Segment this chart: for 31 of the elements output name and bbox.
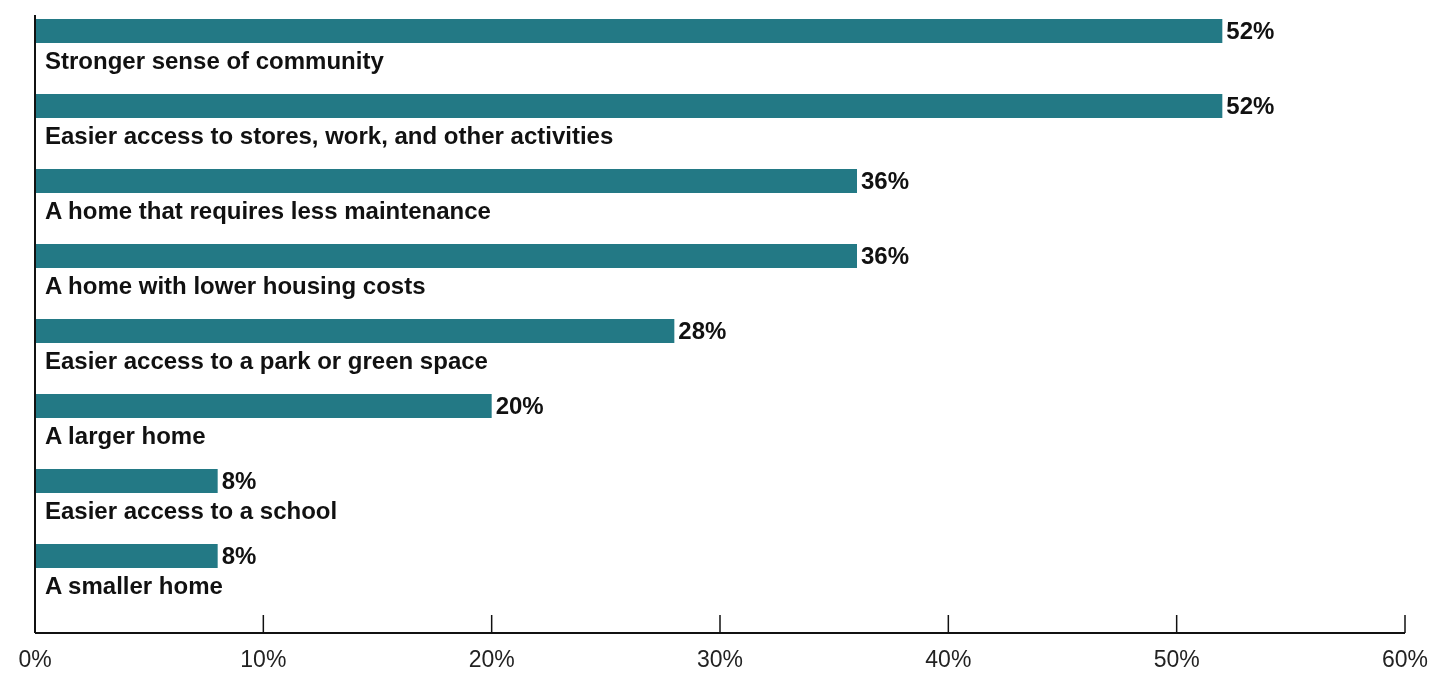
- bar: [35, 169, 857, 193]
- x-tick-label: 40%: [925, 646, 972, 672]
- y-tick-label: A smaller home: [45, 572, 223, 599]
- y-tick-label: Easier access to stores, work, and other activities: [45, 122, 614, 149]
- y-tick-label: Easier access to a school: [45, 497, 338, 524]
- y-tick-label: A larger home: [45, 422, 206, 449]
- bar: [35, 544, 218, 568]
- y-tick-label: A home that requires less maintenance: [45, 197, 491, 224]
- data-label: 52%: [1226, 92, 1275, 119]
- data-label: 36%: [861, 242, 910, 269]
- bar: [35, 244, 857, 268]
- x-tick-label: 60%: [1381, 646, 1429, 672]
- data-label: 20%: [495, 392, 544, 419]
- data-label: 36%: [861, 167, 910, 194]
- data-label: 8%: [221, 542, 257, 569]
- x-tick-label: 20%: [468, 646, 515, 672]
- y-tick-label: Easier access to a park or green space: [45, 347, 488, 374]
- data-label: 8%: [221, 467, 257, 494]
- bar: [35, 319, 675, 343]
- bar: [35, 394, 492, 418]
- bar: [35, 469, 218, 493]
- bar: [35, 94, 1223, 118]
- data-label: 28%: [678, 317, 727, 344]
- x-tick-label: 0%: [18, 646, 52, 672]
- x-tick-label: 10%: [240, 646, 287, 672]
- x-tick-label: 50%: [1153, 646, 1200, 672]
- bar: [35, 19, 1223, 43]
- x-tick-label: 30%: [696, 646, 744, 672]
- y-tick-label: A home with lower housing costs: [45, 272, 426, 299]
- y-tick-label: Stronger sense of community: [45, 47, 385, 74]
- data-label: 52%: [1226, 17, 1275, 44]
